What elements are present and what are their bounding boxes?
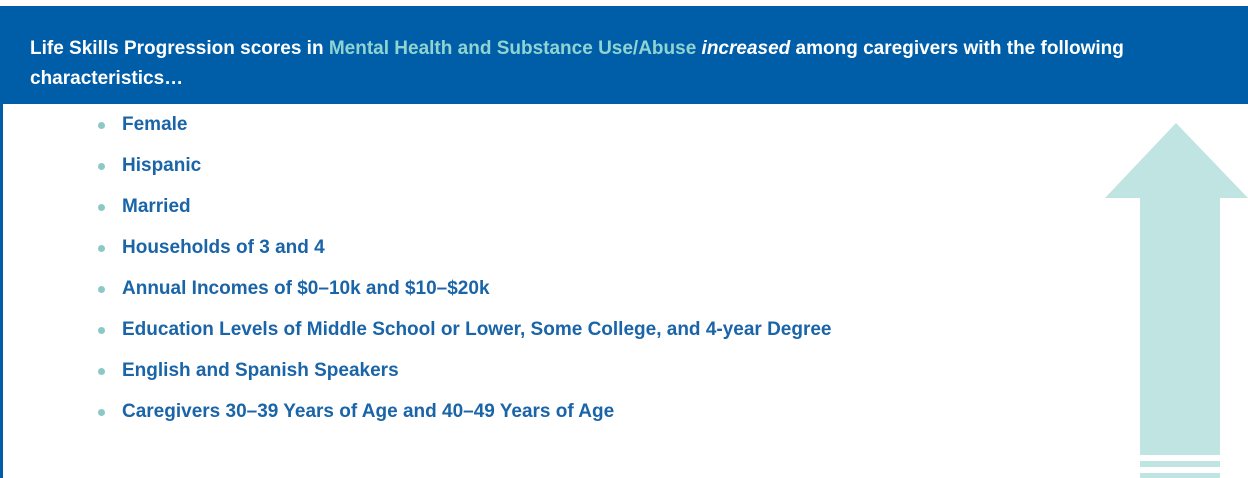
arrow-stripe [1140,473,1220,478]
bullet-item: Education Levels of Middle School or Low… [0,318,982,342]
bullet-item: Households of 3 and 4 [0,236,982,260]
arrow-shape [1105,123,1248,455]
header-highlight: Mental Health and Substance Use/Abuse [328,38,697,59]
bullet-item: Hispanic [0,154,982,178]
bullet-list: Female Hispanic Married Households of 3 and… [0,113,982,441]
left-border [0,104,3,478]
header-text: Life Skills Progression scores in [30,38,329,59]
arrow-stripe [1140,461,1220,467]
header-emphasis: increased [701,38,791,59]
header-banner: Life Skills Progression scores in Mental… [0,6,1248,104]
bullet-item: Annual Incomes of $0–10k and $10–$20k [0,277,982,301]
bullet-item: English and Spanish Speakers [0,359,982,383]
bullet-item: Married [0,195,982,219]
header-text: among caregivers with the following char… [30,38,1124,89]
bullet-item: Female [0,113,982,137]
bullet-item: Caregivers 30–39 Years of Age and 40–49 … [0,400,982,424]
